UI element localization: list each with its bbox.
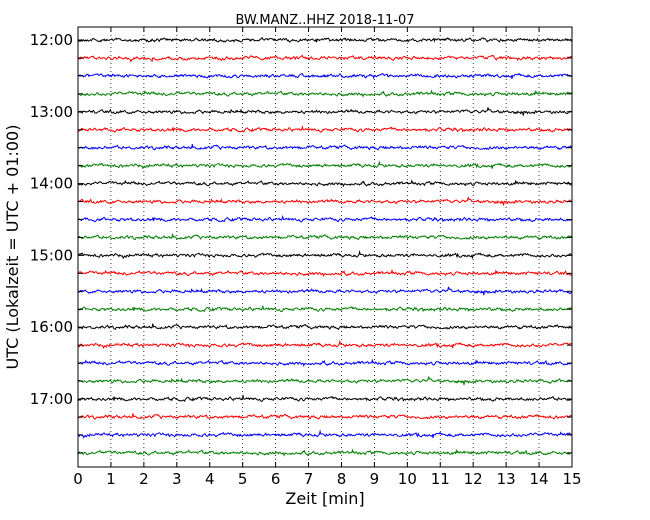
x-axis-label: Zeit [min] xyxy=(285,489,364,508)
x-tick-label: 11 xyxy=(431,470,450,488)
x-tick-label: 4 xyxy=(205,470,215,488)
trace-line xyxy=(77,413,573,420)
y-tick-label: 12:00 xyxy=(30,31,73,49)
trace-line xyxy=(77,89,573,98)
x-tick-label: 12 xyxy=(464,470,483,488)
trace-line xyxy=(77,394,573,402)
x-tick-label: 2 xyxy=(139,470,149,488)
trace-line xyxy=(77,72,573,80)
seismic-traces xyxy=(77,37,573,457)
x-tick-label: 9 xyxy=(370,470,380,488)
trace-line xyxy=(77,125,573,133)
trace-line xyxy=(77,249,573,260)
y-tick-label: 15:00 xyxy=(30,246,73,264)
x-tick-label: 14 xyxy=(530,470,549,488)
trace-line xyxy=(77,233,573,241)
chart-title: BW.MANZ..HHZ 2018-11-07 xyxy=(235,13,414,28)
trace-line xyxy=(77,448,573,457)
trace-line xyxy=(77,358,573,368)
x-tick-label: 3 xyxy=(172,470,182,488)
plot-area xyxy=(78,27,572,467)
x-tick-label: 6 xyxy=(271,470,281,488)
y-tick-label: 14:00 xyxy=(30,175,73,193)
y-axis-label: UTC (Lokalzeit = UTC + 01:00) xyxy=(3,125,22,370)
x-tick-label: 5 xyxy=(238,470,248,488)
trace-line xyxy=(77,107,573,116)
x-tick-label: 7 xyxy=(304,470,314,488)
axis-ticks: 0 1 2 3 4 5 6 7 8 9 10 11 12 13 14 1512:0013:0014:0015:… xyxy=(30,27,582,488)
trace-line xyxy=(77,214,573,223)
trace-line xyxy=(77,196,573,206)
x-tick-label: 0 xyxy=(73,470,83,488)
grid-lines xyxy=(110,27,540,467)
trace-line xyxy=(77,268,573,278)
x-tick-label: 15 xyxy=(562,470,581,488)
x-tick-label: 10 xyxy=(398,470,417,488)
x-tick-label: 1 xyxy=(106,470,116,488)
trace-line xyxy=(77,143,573,151)
x-tick-label: 13 xyxy=(497,470,516,488)
x-tick-label: 8 xyxy=(337,470,347,488)
plot-frame xyxy=(77,26,573,468)
trace-line xyxy=(77,286,573,296)
y-tick-label: 17:00 xyxy=(30,390,73,408)
trace-line xyxy=(77,323,573,331)
trace-line xyxy=(77,304,573,313)
y-tick-label: 13:00 xyxy=(30,103,73,121)
trace-line xyxy=(77,37,573,43)
trace-line xyxy=(77,429,573,439)
trace-line xyxy=(77,54,573,63)
trace-line xyxy=(77,376,573,385)
y-tick-label: 16:00 xyxy=(30,318,73,336)
trace-line xyxy=(77,179,573,188)
trace-line xyxy=(77,339,573,349)
trace-line xyxy=(77,160,573,170)
